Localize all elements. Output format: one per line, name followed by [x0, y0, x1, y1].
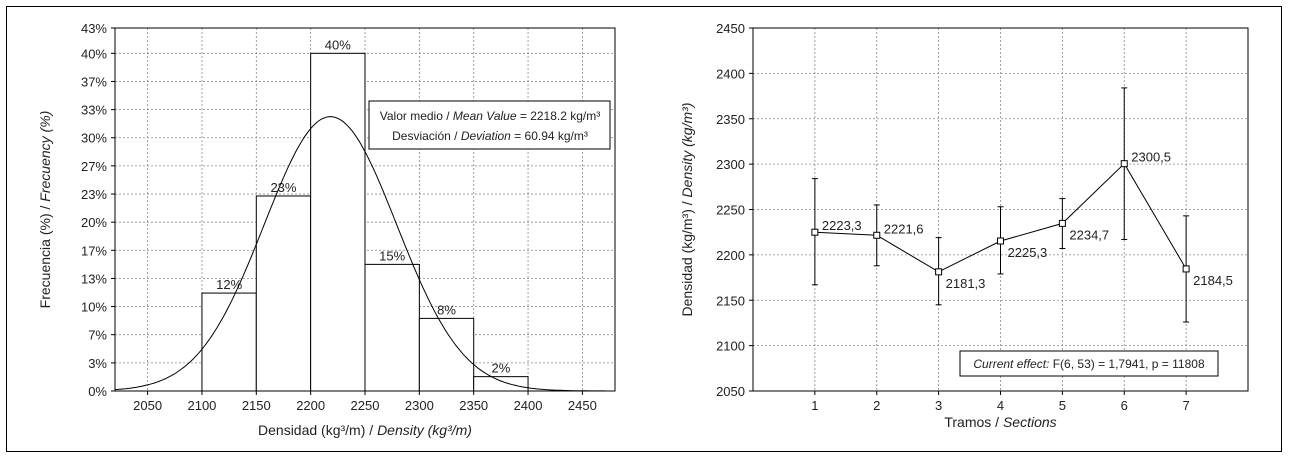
histogram-bar	[473, 376, 529, 392]
effect-annotation-text: Current effect: F(6, 53) = 1,7941, p = 1…	[973, 357, 1205, 371]
hist-y-tick-label: 23%	[81, 187, 107, 202]
mean-point-marker	[1058, 219, 1066, 227]
histogram-bar	[418, 317, 475, 392]
means-x-axis-title-plain: Tramos /	[944, 414, 1003, 430]
annotation-deviation-label-italic: Deviation	[461, 129, 511, 143]
means-y-tick-label: 2050	[716, 384, 745, 399]
mean-point-label: 2225,3	[1008, 245, 1048, 260]
means-x-tick-label: 6	[1121, 398, 1128, 413]
mean-point-marker	[873, 231, 881, 239]
bar-value-label: 12%	[216, 277, 242, 292]
hist-y-axis-title: Frecuencia (%) / Frecuency (%)	[37, 111, 53, 309]
means-x-tick-label: 1	[811, 398, 818, 413]
means-y-tick-label: 2150	[716, 293, 745, 308]
mean-point-label: 2221,6	[884, 221, 924, 236]
hist-x-tick-label: 2400	[514, 398, 543, 413]
means-y-tick-label: 2350	[716, 112, 745, 127]
means-x-axis-title: Tramos / Sections	[944, 414, 1056, 430]
hist-y-tick-label: 33%	[81, 103, 107, 118]
means-x-axis-title-italic: Sections	[1003, 414, 1057, 430]
means-y-axis-title-italic: Density (kg/m³)	[679, 103, 695, 198]
histogram-bar	[310, 52, 366, 392]
bar-value-label: 23%	[270, 180, 296, 195]
hist-x-axis-title: Densidad (kg³/m) / Density (kg³/m)	[258, 422, 472, 438]
means-x-tick-label: 2	[873, 398, 880, 413]
means-x-tick-label: 7	[1183, 398, 1190, 413]
annotation-mean-label: Valor medio /	[380, 109, 453, 123]
bar-value-label: 8%	[437, 302, 456, 317]
mean-point-marker	[997, 237, 1004, 245]
hist-y-tick-label: 3%	[88, 356, 107, 371]
means-y-axis-title-plain: Densidad (kg/m³) /	[679, 197, 695, 316]
means-chart: 2223,3 2221,6 2181,3 2225,3 2234,7 2300,5 2184…	[679, 21, 1249, 430]
means-y-axis-title: Densidad (kg/m³) / Density (kg/m³)	[679, 103, 695, 317]
effect-annotation-box	[959, 350, 1219, 377]
hist-x-tick-label: 2150	[242, 398, 271, 413]
hist-x-tick-label: 2450	[568, 398, 597, 413]
means-y-tick-label: 2450	[716, 21, 745, 36]
hist-y-tick-label: 13%	[81, 271, 107, 286]
means-y-tick-label: 2250	[716, 203, 745, 218]
effect-annotation-label: Current effect:	[973, 357, 1049, 371]
annotation-deviation-label: Desviación /	[392, 129, 461, 143]
hist-y-tick-label: 0%	[88, 384, 107, 399]
annotation-mean-label-italic: Mean Value	[453, 109, 517, 123]
mean-point-marker	[1182, 265, 1190, 273]
mean-point-marker	[1120, 160, 1128, 168]
hist-x-axis-title-plain: Densidad (kg³/m) /	[258, 422, 377, 438]
means-y-tick-label: 2100	[716, 339, 745, 354]
histogram-bar	[201, 292, 257, 392]
hist-x-tick-label: 2100	[187, 398, 216, 413]
normal-curve	[114, 116, 615, 392]
means-y-tick-label: 2200	[716, 248, 745, 263]
hist-y-tick-label: 40%	[81, 46, 107, 61]
mean-point-marker	[935, 268, 943, 276]
annotation-mean-line: Valor medio / Mean Value = 2218.2 kg/m³	[380, 109, 600, 123]
annotation-mean-value: = 2218.2 kg/m³	[517, 109, 601, 123]
mean-point-label: 2181,3	[946, 276, 986, 291]
hist-x-tick-label: 2200	[296, 398, 325, 413]
means-x-tick-label: 5	[1059, 398, 1066, 413]
hist-y-axis-title-italic: Frecuency (%)	[37, 111, 53, 202]
mean-point-label: 2300,5	[1131, 150, 1171, 165]
hist-y-tick-label: 37%	[81, 74, 107, 89]
mean-point-marker	[811, 228, 819, 236]
hist-y-axis-title-plain: Frecuencia (%) /	[37, 202, 53, 309]
mean-point-label: 2184,5	[1193, 273, 1233, 288]
hist-x-tick-label: 2050	[133, 398, 162, 413]
hist-x-tick-label: 2300	[405, 398, 434, 413]
means-x-tick-label: 4	[997, 398, 1004, 413]
hist-x-tick-label: 2350	[459, 398, 488, 413]
annotation-deviation-line: Desviación / Deviation = 60.94 kg/m³	[392, 129, 588, 143]
means-x-tick-label: 3	[935, 398, 942, 413]
hist-y-tick-label: 7%	[88, 328, 107, 343]
means-y-tick-label: 2400	[716, 66, 745, 81]
effect-annotation-value: F(6, 53) = 1,7941, p = 11808	[1049, 357, 1205, 371]
mean-point-label: 2223,3	[822, 218, 862, 233]
figure-frame	[6, 6, 1282, 452]
bar-value-label: 40%	[325, 37, 351, 52]
hist-y-tick-label: 43%	[81, 21, 107, 36]
annotation-deviation-value: = 60.94 kg/m³	[511, 129, 588, 143]
histogram-bar	[364, 263, 420, 392]
hist-y-tick-label: 17%	[81, 243, 107, 258]
mean-point-label: 2234,7	[1069, 227, 1109, 242]
stats-annotation-box	[368, 100, 611, 150]
hist-y-tick-label: 30%	[81, 131, 107, 146]
means-y-tick-label: 2300	[716, 157, 745, 172]
histogram-bar	[255, 195, 312, 392]
hist-y-tick-label: 20%	[81, 215, 107, 230]
histogram-chart: 12% 23% 40% 15% 8% 2% 0% 3% 7% 10% 13% 17% 20% 23% 27%…	[37, 21, 616, 438]
hist-x-tick-label: 2250	[351, 398, 380, 413]
hist-y-tick-label: 27%	[81, 159, 107, 174]
hist-x-axis-title-italic: Density (kg³/m)	[377, 422, 472, 438]
hist-y-tick-label: 10%	[81, 300, 107, 315]
bar-value-label: 2%	[491, 361, 510, 376]
bar-value-label: 15%	[379, 248, 405, 263]
